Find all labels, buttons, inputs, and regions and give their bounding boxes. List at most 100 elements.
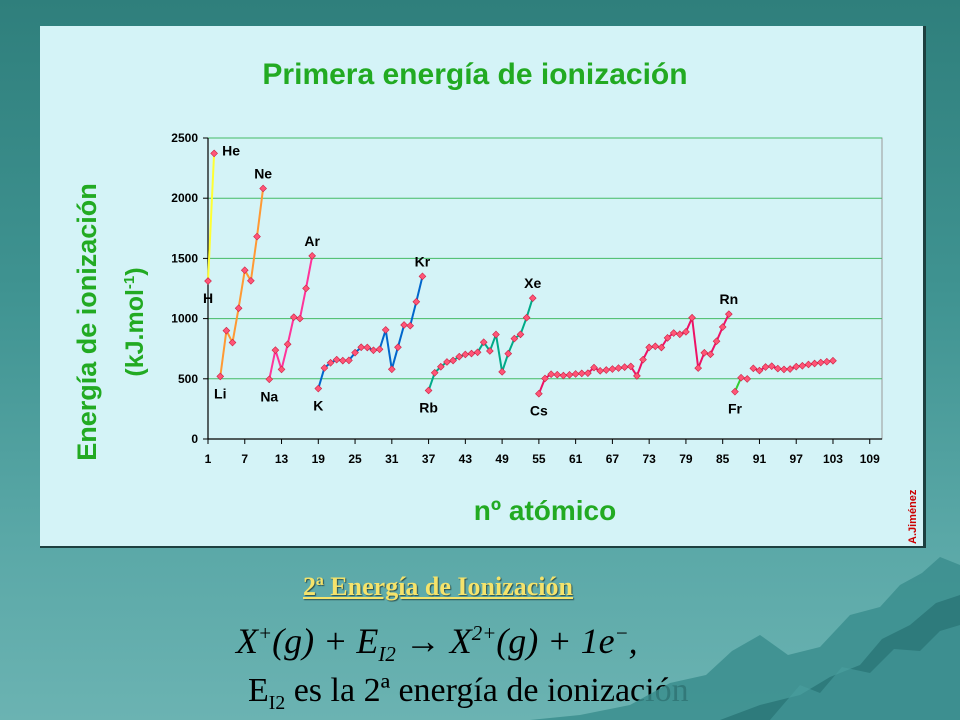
x-tick-label: 109 bbox=[860, 452, 880, 466]
data-point bbox=[277, 365, 286, 374]
x-tick-label: 49 bbox=[495, 452, 509, 466]
eq-plus2: + bbox=[538, 621, 581, 661]
data-point bbox=[498, 367, 506, 376]
data-point bbox=[449, 356, 457, 365]
data-point bbox=[767, 362, 776, 370]
data-point bbox=[798, 361, 807, 370]
x-tick-label: 67 bbox=[606, 452, 620, 466]
x-tick-label: 43 bbox=[459, 452, 473, 466]
data-point bbox=[271, 346, 280, 354]
x-axis-label: nº atómico bbox=[474, 495, 616, 526]
series-line-0 bbox=[207, 153, 216, 282]
data-point bbox=[626, 362, 635, 371]
ionization-energy-chart: 0 500 1000 1500 2000 2500 1 7 13 19 25 31 37 43 49 55 61… bbox=[72, 58, 919, 544]
eq-plus1: + bbox=[314, 621, 357, 661]
x-tick-label: 73 bbox=[642, 452, 656, 466]
data-point bbox=[357, 343, 366, 352]
data-point bbox=[253, 232, 261, 241]
data-point bbox=[467, 349, 476, 358]
data-point bbox=[651, 342, 660, 351]
data-point bbox=[596, 367, 604, 375]
data-point bbox=[688, 313, 696, 322]
chart-title: Primera energía de ionización bbox=[262, 58, 687, 91]
y-tick-label: 0 bbox=[191, 432, 198, 446]
element-label-fr: Fr bbox=[728, 401, 743, 417]
data-point bbox=[418, 272, 427, 281]
y-unit-sup: -1 bbox=[121, 276, 138, 289]
element-label-k: K bbox=[313, 398, 323, 414]
data-point bbox=[345, 356, 353, 365]
element-label-cs: Cs bbox=[530, 403, 548, 419]
data-point bbox=[443, 358, 451, 366]
data-point bbox=[528, 294, 537, 302]
data-point bbox=[400, 321, 408, 329]
data-point bbox=[479, 338, 488, 347]
data-point bbox=[724, 310, 733, 318]
data-point bbox=[804, 360, 813, 369]
data-point bbox=[780, 365, 788, 374]
data-point bbox=[755, 366, 764, 375]
element-label-ar: Ar bbox=[304, 233, 320, 249]
x-tick-label: 7 bbox=[241, 452, 248, 466]
data-point bbox=[829, 356, 837, 365]
x-tick-label: 97 bbox=[790, 452, 804, 466]
eq-x2-charge: 2+ bbox=[471, 621, 497, 645]
x-tick-label: 91 bbox=[753, 452, 767, 466]
data-point bbox=[614, 364, 623, 372]
data-point bbox=[816, 358, 825, 367]
element-label-rb: Rb bbox=[419, 399, 438, 415]
y-unit-end: ) bbox=[121, 267, 149, 275]
eq-comma: , bbox=[628, 621, 638, 661]
data-point bbox=[406, 321, 415, 330]
data-point bbox=[222, 326, 231, 335]
mountain-decoration bbox=[530, 557, 960, 720]
data-point bbox=[718, 323, 727, 331]
data-point bbox=[326, 358, 335, 367]
equation-reaction: X+(g) + EI2 → X2+(g) + 1e−, bbox=[236, 620, 638, 667]
x-tick-label: 1 bbox=[205, 452, 212, 466]
data-point bbox=[577, 369, 586, 378]
element-label-na: Na bbox=[260, 388, 278, 404]
eq-electron-charge: − bbox=[614, 621, 629, 645]
y-axis-label: Energía de ionización bbox=[72, 183, 102, 461]
x-tick-label: 85 bbox=[716, 452, 730, 466]
eq-g2: (g) bbox=[496, 621, 539, 661]
data-point bbox=[731, 387, 739, 396]
x-tick-label: 55 bbox=[532, 452, 546, 466]
eq-g1: (g) bbox=[272, 621, 315, 661]
data-point bbox=[473, 348, 482, 357]
data-point bbox=[486, 347, 494, 355]
series-line-2 bbox=[268, 255, 314, 380]
data-point bbox=[455, 352, 464, 361]
data-point bbox=[553, 370, 562, 379]
data-point bbox=[430, 368, 439, 377]
element-label-li: Li bbox=[214, 385, 226, 401]
data-point bbox=[437, 362, 445, 371]
y-tick-label: 1000 bbox=[171, 312, 198, 326]
data-point bbox=[559, 371, 568, 380]
data-point bbox=[296, 314, 304, 323]
data-point bbox=[639, 355, 647, 364]
eq-electron: 1e bbox=[580, 621, 615, 661]
element-label-xe: Xe bbox=[524, 275, 541, 291]
data-point bbox=[669, 329, 678, 337]
data-point bbox=[332, 355, 341, 364]
x-tick-label: 13 bbox=[275, 452, 289, 466]
data-point bbox=[657, 343, 666, 352]
data-point bbox=[259, 184, 267, 193]
data-point bbox=[338, 356, 347, 365]
data-point bbox=[228, 338, 237, 347]
data-point bbox=[510, 334, 519, 343]
mountain-ridge-icon bbox=[770, 625, 960, 720]
data-point bbox=[240, 266, 249, 275]
data-point bbox=[412, 297, 421, 306]
data-point bbox=[387, 365, 396, 374]
data-point bbox=[712, 337, 721, 346]
data-point bbox=[584, 369, 592, 377]
data-point bbox=[633, 372, 641, 380]
data-point bbox=[810, 359, 819, 368]
data-point bbox=[320, 364, 329, 372]
eq-arrow: → bbox=[395, 621, 450, 661]
eq-x2: X bbox=[449, 621, 472, 661]
